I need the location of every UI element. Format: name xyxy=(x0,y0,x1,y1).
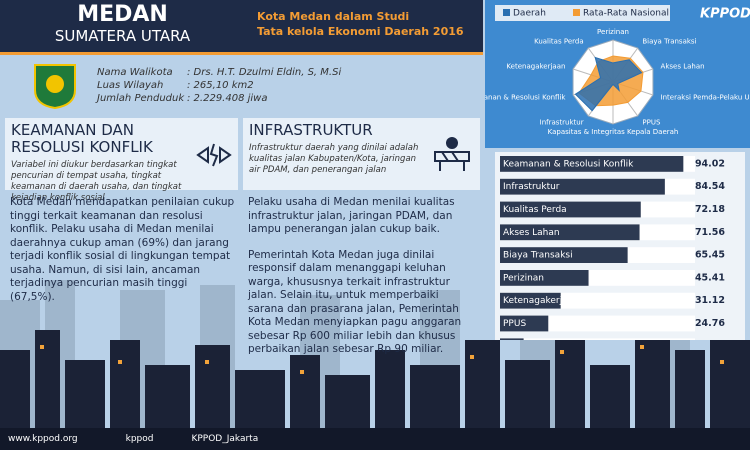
radar-label: Perizinan xyxy=(597,28,629,36)
bar xyxy=(500,247,628,263)
value-label: 94.02 xyxy=(695,158,725,169)
radar-label: Kapasitas & Integritas Kepala Daerah xyxy=(548,128,679,136)
bar-label: Infrastruktur xyxy=(503,182,560,192)
radar-label: Interaksi Pemda-Pelaku Usaha xyxy=(661,93,750,101)
legend-box xyxy=(495,5,670,21)
radar-label: Infrastruktur xyxy=(540,118,584,126)
header-box: MEDAN SUMATERA UTARA xyxy=(0,0,245,55)
bar-label: Perizinan xyxy=(503,273,544,283)
section-panel: KEAMANAN DAN RESOLUSI KONFLIK Variabel i… xyxy=(5,118,238,203)
value-label: 72.18 xyxy=(695,204,725,215)
bar-label: Kualitas Perda xyxy=(503,205,567,215)
radar-label: Keamanan & Resolusi Konflik xyxy=(485,93,566,101)
profile-row: Luas Wilayah : 265,10 km2 xyxy=(97,79,341,92)
bar-label: Keamanan & Resolusi Konflik xyxy=(503,159,634,169)
profile-value: : 265,10 km2 xyxy=(187,80,254,91)
city: MEDAN xyxy=(77,2,168,27)
radar-series xyxy=(574,56,643,112)
bar xyxy=(500,224,640,241)
bar xyxy=(500,201,641,218)
paragraph: Pelaku usaha di Medan menilai kualitas i… xyxy=(248,196,455,235)
city-emblem xyxy=(34,64,76,110)
legend-swatch xyxy=(503,9,510,16)
facebook: kppod xyxy=(125,434,154,444)
profile-label: Luas Wilayah xyxy=(97,80,164,91)
charts: KPPOD Daerah Rata-Rata Nasional Perizinan B… xyxy=(485,5,750,340)
bar xyxy=(500,156,684,172)
section-description: Infrastruktur daerah yang dinilai adalah… xyxy=(249,143,419,175)
value-label: 24.76 xyxy=(695,318,725,329)
paragraph: Kota Medan mendapatkan penilaian cukup t… xyxy=(10,196,235,303)
profile: Nama Walikota : Drs. H.T. Dzulmi Eldin, S… xyxy=(97,66,341,105)
logo: KPPOD xyxy=(700,7,750,22)
legend-label: Rata-Rata Nasional xyxy=(583,9,669,19)
section-panel: INFRASTRUKTUR Infrastruktur daerah yang … xyxy=(243,118,480,190)
study-title: Tata kelola Ekonomi Daerah 2016 xyxy=(257,25,464,38)
paragraph: Pemerintah Kota Medan juga dinilai respo… xyxy=(248,248,462,356)
radar-label: Akses Lahan xyxy=(661,63,705,71)
windows xyxy=(40,345,724,374)
profile-label: Jumlah Penduduk xyxy=(97,93,185,104)
bar xyxy=(500,338,524,340)
province: SUMATERA UTARA xyxy=(54,27,191,45)
bar-track xyxy=(500,315,695,332)
bar-label: Ketenagakerjaan xyxy=(503,296,579,306)
section-title: KEAMANAN DAN RESOLUSI KONFLIK xyxy=(11,121,153,156)
profile-row: Jumlah Penduduk: 2.229.408 jiwa xyxy=(97,92,341,105)
conflict-icon xyxy=(196,143,232,167)
bar-label: Biaya Transaksi xyxy=(503,251,573,261)
radar-label: Ketenagakerjaan xyxy=(506,63,565,71)
twitter: KPPOD_Jakarta xyxy=(191,434,259,444)
section-body: Kota Medan mendapatkan penilaian cukup t… xyxy=(10,196,235,316)
bar-label: PPUS xyxy=(503,319,526,329)
bar xyxy=(500,292,561,309)
radar-label: Biaya Transaksi xyxy=(642,38,696,46)
value-label: 84.54 xyxy=(695,181,725,192)
value-label: 31.12 xyxy=(695,295,725,306)
study-title: Kota Medan dalam Studi xyxy=(257,10,410,23)
legend-label: Daerah xyxy=(513,9,546,19)
bar xyxy=(500,315,549,332)
section-title: INFRASTRUKTUR xyxy=(249,121,373,139)
value-label: 71.56 xyxy=(695,227,725,238)
profile-value: : Drs. H.T. Dzulmi Eldin, S, M.Si xyxy=(187,67,342,78)
bar-track xyxy=(500,338,695,340)
section-description: Variabel ini diukur berdasarkan tingkat … xyxy=(11,160,182,203)
roadblock-icon xyxy=(434,137,470,171)
legend-swatch xyxy=(573,9,580,16)
profile-value: : 2.229.408 jiwa xyxy=(187,93,268,104)
website: www.kppod.org xyxy=(8,434,78,444)
profile-row: Nama Walikota : Drs. H.T. Dzulmi Eldin, S… xyxy=(97,66,341,79)
bar-label: Akses Lahan xyxy=(503,228,560,238)
value-label: 65.45 xyxy=(695,250,725,261)
footer-band xyxy=(0,428,750,450)
bar xyxy=(500,178,665,195)
profile-label: Nama Walikota xyxy=(97,67,173,78)
value-label: 45.41 xyxy=(695,272,725,283)
study-box: Kota Medan dalam Studi Tata kelola Ekono… xyxy=(245,0,483,55)
bar xyxy=(500,270,589,286)
footer: www.kppod.org kppod KPPOD_Jakarta xyxy=(8,434,258,444)
radar-label: PPUS xyxy=(642,118,661,126)
radar-label: Kualitas Perda xyxy=(534,38,584,46)
section-body: Pelaku usaha di Medan menilai kualitas i… xyxy=(248,196,476,369)
